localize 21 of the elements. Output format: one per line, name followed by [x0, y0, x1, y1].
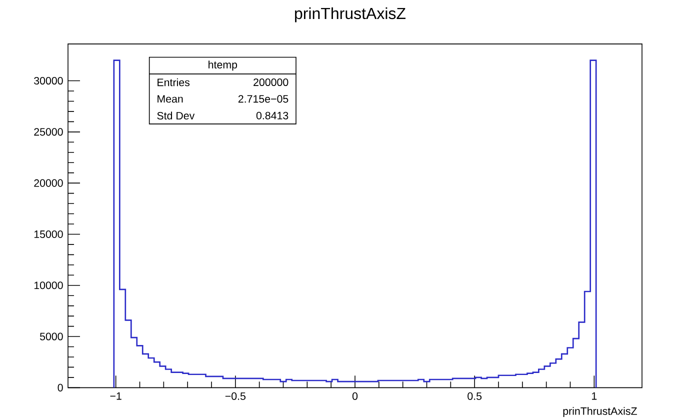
- x-axis-title: prinThrustAxisZ: [563, 407, 637, 417]
- annotation: 200000: [254, 78, 288, 86]
- annotation: htemp: [208, 60, 238, 71]
- y-tick-label: 30000: [34, 76, 63, 85]
- y-tick-label: 5000: [40, 332, 63, 340]
- y-tick-label: 20000: [34, 179, 63, 187]
- annotation: Std Dev: [157, 112, 195, 120]
- x-tick-label: 0: [352, 392, 358, 400]
- annotation: Entries: [158, 78, 190, 86]
- y-tick-label: 10000: [34, 282, 63, 290]
- y-tick-label: 25000: [34, 128, 63, 136]
- chart-title: prinThrustAxisZ: [295, 7, 406, 22]
- annotation: 2.715e−05: [238, 95, 288, 103]
- y-tick-label: 15000: [34, 230, 63, 238]
- x-tick-label: −1: [110, 392, 122, 400]
- x-tick-label: 1: [592, 392, 597, 400]
- x-tick-label: 0.5: [468, 392, 482, 400]
- annotation: 0.8413: [256, 112, 288, 120]
- x-tick-label: −0.5: [225, 392, 246, 400]
- y-tick-label: 0: [58, 384, 63, 392]
- annotation: Mean: [158, 95, 183, 103]
